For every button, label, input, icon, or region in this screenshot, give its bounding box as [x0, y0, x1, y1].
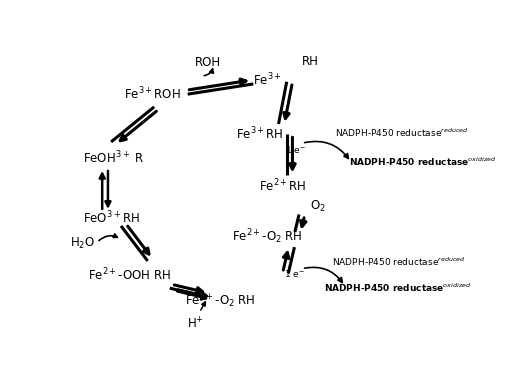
Text: Fe$^{2+}$RH: Fe$^{2+}$RH [259, 178, 306, 194]
Text: Fe$^{2+}$-OOH RH: Fe$^{2+}$-OOH RH [88, 266, 171, 283]
Text: FeOH$^{3+}$ R: FeOH$^{3+}$ R [83, 150, 144, 166]
Text: O$_2$: O$_2$ [311, 199, 326, 215]
Text: 1 e$^{-}$: 1 e$^{-}$ [285, 144, 306, 155]
Text: H$_2$O: H$_2$O [70, 236, 95, 252]
Text: ROH: ROH [195, 56, 221, 69]
Text: Fe$^{3+}$ROH: Fe$^{3+}$ROH [124, 85, 180, 102]
Text: NADPH-P450 reductase$^{reduced}$: NADPH-P450 reductase$^{reduced}$ [332, 256, 466, 268]
Text: Fe$^{2+}$-O$_2$ RH: Fe$^{2+}$-O$_2$ RH [185, 291, 255, 310]
Text: FeO$^{3+}$RH: FeO$^{3+}$RH [83, 209, 139, 226]
Text: Fe$^{3+}$RH: Fe$^{3+}$RH [236, 126, 284, 143]
Text: H$^{+}$: H$^{+}$ [187, 316, 204, 332]
Text: Fe$^{3+}$: Fe$^{3+}$ [253, 72, 282, 88]
Text: Fe$^{2+}$-O$_2$ RH: Fe$^{2+}$-O$_2$ RH [232, 227, 302, 246]
Text: NADPH-P450 reductase$^{oxidized}$: NADPH-P450 reductase$^{oxidized}$ [349, 156, 496, 168]
Text: NADPH-P450 reductase$^{reduced}$: NADPH-P450 reductase$^{reduced}$ [335, 127, 468, 139]
Text: NADPH-P450 reductase$^{oxidized}$: NADPH-P450 reductase$^{oxidized}$ [324, 282, 472, 294]
Text: RH: RH [302, 55, 318, 68]
Text: 1 e$^{-}$: 1 e$^{-}$ [285, 268, 305, 279]
